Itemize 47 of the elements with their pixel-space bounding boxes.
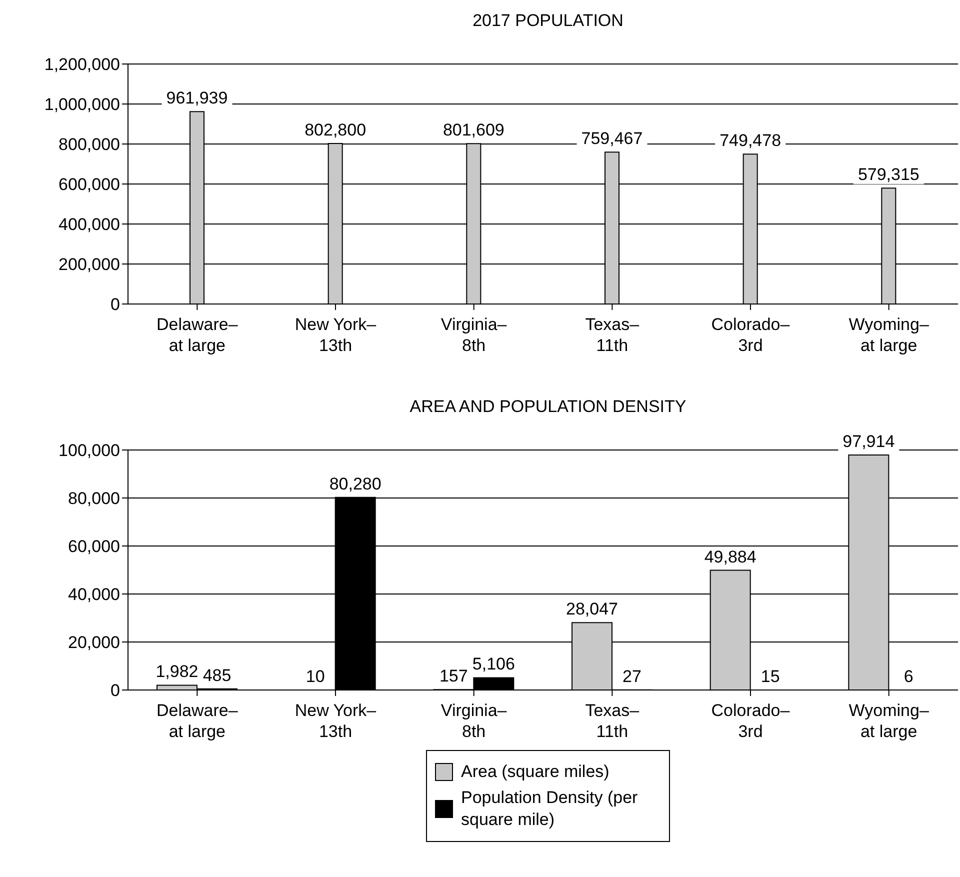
data-label: 15 xyxy=(760,666,780,686)
y-tick-label: 600,000 xyxy=(58,175,120,194)
y-tick-label: 20,000 xyxy=(68,633,120,652)
legend-label: Area (square miles) xyxy=(461,761,610,783)
x-tick-label: Colorado–3rd xyxy=(711,701,790,741)
data-label: 759,467 xyxy=(581,129,643,148)
x-tick-label: Virginia–8th xyxy=(440,315,508,355)
chart-title: AREA AND POPULATION DENSITY xyxy=(408,396,688,418)
data-label: 27 xyxy=(622,666,642,686)
y-tick-label: 60,000 xyxy=(68,537,120,556)
data-label: 80,280 xyxy=(329,474,382,494)
x-tick-label: Delaware–at large xyxy=(156,315,238,355)
x-tick-label: Texas–11th xyxy=(585,315,640,355)
y-tick-label: 400,000 xyxy=(58,215,120,234)
y-tick-label: 80,000 xyxy=(68,489,120,508)
data-label: 749,478 xyxy=(720,131,782,150)
data-label: 5,106 xyxy=(472,654,515,674)
x-tick-label: Texas–11th xyxy=(585,701,640,741)
data-label: 10 xyxy=(306,666,325,686)
x-tick-label: New York–13th xyxy=(294,701,377,741)
data-label: 97,914 xyxy=(842,432,895,452)
data-label: 579,315 xyxy=(858,165,920,184)
data-label: 485 xyxy=(202,666,232,685)
y-tick-label: 1,000,000 xyxy=(44,95,120,114)
x-tick-label: Wyoming–at large xyxy=(848,315,930,355)
data-label: 961,939 xyxy=(166,88,228,108)
data-label: 28,047 xyxy=(566,600,618,619)
y-tick-label: 40,000 xyxy=(68,585,120,604)
y-tick-label: 1,200,000 xyxy=(44,55,120,74)
data-label: 1,982 xyxy=(156,662,198,682)
x-tick-label: New York–13th xyxy=(294,315,377,355)
legend-label: Population Density (per square mile) xyxy=(461,787,639,831)
y-tick-label: 0 xyxy=(110,681,120,700)
x-tick-label: Wyoming–at large xyxy=(848,701,930,741)
data-label: 802,800 xyxy=(304,120,366,140)
y-tick-label: 200,000 xyxy=(58,255,120,274)
y-tick-label: 100,000 xyxy=(58,441,120,460)
y-tick-label: 800,000 xyxy=(58,135,120,154)
x-tick-label: Colorado–3rd xyxy=(711,315,790,355)
data-label: 49,884 xyxy=(704,547,756,566)
x-tick-label: Delaware–at large xyxy=(156,701,238,741)
data-label: 157 xyxy=(439,666,468,686)
data-label: 6 xyxy=(904,666,914,686)
chart-title: 2017 POPULATION xyxy=(472,10,624,32)
y-tick-label: 0 xyxy=(110,295,120,314)
x-tick-label: Virginia–8th xyxy=(440,701,508,741)
data-label: 801,609 xyxy=(442,120,504,140)
